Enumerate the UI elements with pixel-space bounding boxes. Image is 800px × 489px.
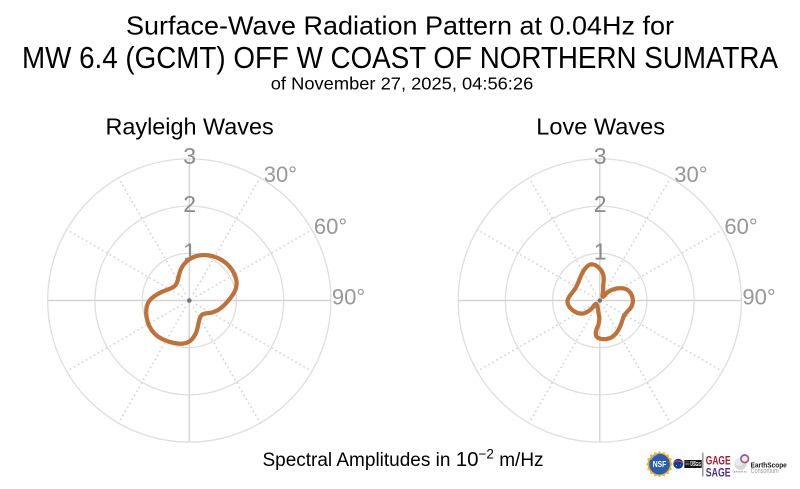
svg-text:MW 6.4 (GCMT) OFF W COAST OF N: MW 6.4 (GCMT) OFF W COAST OF NORTHERN SU… <box>22 40 778 75</box>
svg-text:of November 27, 2025, 04:56:26: of November 27, 2025, 04:56:26 <box>271 74 534 94</box>
svg-text:Rayleigh Waves: Rayleigh Waves <box>105 113 273 139</box>
svg-text:SAGE: SAGE <box>706 467 731 479</box>
svg-text:90°: 90° <box>742 285 775 310</box>
svg-text:Love Waves: Love Waves <box>536 113 665 139</box>
svg-text:USGS: USGS <box>690 462 701 468</box>
svg-text:30°: 30° <box>674 162 707 187</box>
svg-text:3: 3 <box>594 143 607 169</box>
svg-text:GAGE: GAGE <box>706 456 731 468</box>
svg-text:2: 2 <box>594 191 607 217</box>
svg-text:30°: 30° <box>264 162 297 187</box>
svg-text:NSF: NSF <box>653 460 667 469</box>
svg-text:60°: 60° <box>724 214 757 239</box>
svg-text:Consortium: Consortium <box>751 466 779 475</box>
svg-text:2: 2 <box>183 191 196 217</box>
svg-text:Operated by: Operated by <box>732 469 747 473</box>
svg-text:3: 3 <box>183 143 196 169</box>
svg-text:Spectral Amplitudes in 10−2 m/: Spectral Amplitudes in 10−2 m/Hz <box>262 447 543 472</box>
svg-text:90°: 90° <box>332 285 365 310</box>
svg-text:Surface-Wave Radiation Pattern: Surface-Wave Radiation Pattern at 0.04Hz… <box>126 12 674 40</box>
svg-text:1: 1 <box>594 238 607 264</box>
svg-text:60°: 60° <box>314 214 347 239</box>
svg-text:EarthScope: EarthScope <box>751 460 787 469</box>
